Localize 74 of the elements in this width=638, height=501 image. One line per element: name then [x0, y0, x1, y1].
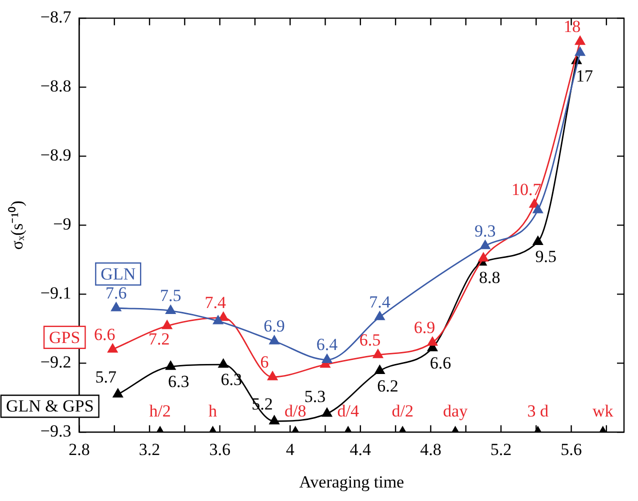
annotation: 6.3: [220, 370, 242, 390]
point: [218, 358, 228, 368]
annotation: 6.4: [316, 335, 338, 354]
y-tick-label: −9.2: [40, 352, 72, 372]
y-tick-label: −8.9: [40, 146, 72, 165]
annotation: 5.3: [304, 387, 326, 406]
point: [532, 236, 543, 245]
series-label: GLN: [100, 264, 136, 284]
point: [218, 312, 228, 321]
annotation: 8.8: [479, 268, 500, 287]
x-axis-title: Averaging time: [299, 472, 404, 492]
y-tick-label: −9.1: [40, 284, 72, 303]
x-tick-label: 2.8: [68, 440, 90, 459]
annotation: h: [208, 402, 218, 421]
annotation: 6: [260, 352, 269, 372]
point: [478, 252, 488, 262]
annotation: 7.4: [369, 292, 391, 312]
annotation: 5.7: [95, 368, 118, 387]
x-tick-label: 4.8: [420, 440, 442, 459]
annotation: h/2: [149, 402, 171, 421]
annotation: 6.5: [359, 330, 381, 350]
annotation: d/8: [284, 402, 306, 421]
annotation: 6.9: [264, 316, 285, 336]
annotation: 7.2: [148, 329, 170, 348]
annotation: 6.2: [377, 376, 398, 396]
annotation: 9.5: [535, 247, 557, 266]
series-label: GPS: [49, 328, 80, 347]
x-tick-label: 5.6: [560, 440, 582, 459]
point: [374, 365, 385, 374]
point: [269, 415, 280, 424]
x-tick-label: 4.4: [350, 440, 372, 459]
x-tick-label: 3.2: [138, 440, 160, 459]
annotation: 18: [564, 17, 581, 36]
point: [166, 305, 176, 314]
x-tick-label: 3.6: [209, 440, 230, 459]
annotation: d/4: [337, 402, 360, 421]
point: [322, 408, 332, 417]
point: [269, 335, 280, 344]
point: [532, 204, 543, 214]
point: [112, 388, 123, 398]
annotation: d/2: [392, 402, 414, 421]
annotation: 7.4: [204, 293, 226, 312]
annotation: wk: [592, 402, 614, 421]
point: [108, 344, 118, 353]
annotation: 9.3: [474, 221, 496, 240]
point: [166, 360, 176, 370]
point: [213, 315, 224, 324]
annotation: 7.6: [106, 283, 127, 302]
annotation: 6.9: [414, 318, 436, 337]
y-axis-title: σₓ(s⁻¹⁰): [8, 200, 27, 250]
series-label: GLN & GPS: [6, 396, 94, 416]
point: [480, 240, 490, 250]
point: [111, 302, 122, 312]
annotation: 3 d: [527, 402, 550, 421]
y-tick-label: −9.3: [40, 422, 72, 441]
x-tick-label: 4: [286, 440, 295, 459]
y-tick-label: −8.8: [40, 76, 72, 96]
annotation: 6.3: [168, 372, 190, 392]
point: [372, 349, 384, 358]
y-tick-label: −8.7: [40, 8, 72, 27]
y-tick-label: −9: [53, 214, 72, 234]
x-tick-label: 5.2: [490, 440, 512, 459]
point: [374, 311, 385, 320]
point: [162, 320, 172, 330]
annotation: 17: [576, 66, 594, 86]
point: [575, 36, 586, 45]
point: [427, 336, 438, 346]
annotation: 7.5: [160, 286, 182, 306]
annotation: 6.6: [94, 324, 116, 344]
point: [575, 47, 586, 56]
point: [268, 371, 278, 380]
annotation: day: [443, 402, 468, 421]
annotation: 6.6: [430, 353, 452, 372]
point: [322, 354, 332, 363]
